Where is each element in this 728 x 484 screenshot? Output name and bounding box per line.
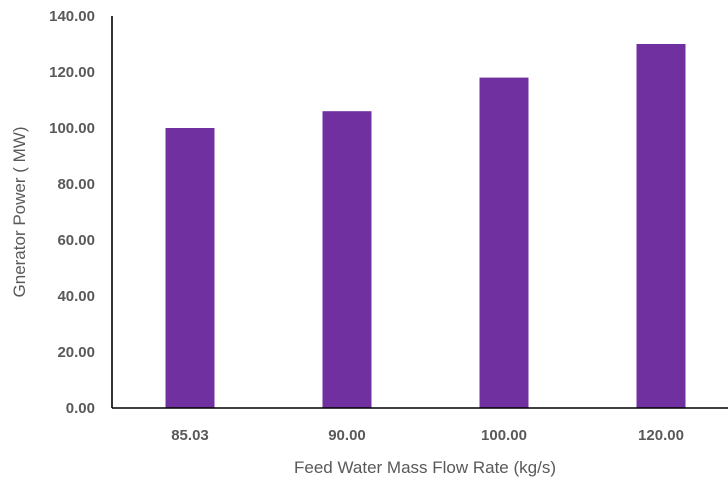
bar-4: [636, 44, 686, 408]
x-tick-label: 120.00: [638, 427, 684, 444]
bar-1: [165, 128, 215, 408]
bar-2: [322, 111, 372, 408]
x-axis-title: Feed Water Mass Flow Rate (kg/s): [294, 458, 556, 477]
bar-series: [165, 44, 686, 408]
y-tick-label: 100.00: [49, 120, 95, 137]
y-tick-label: 80.00: [57, 176, 95, 193]
y-axis-ticks: 0.00 20.00 40.00 60.00 80.00 100.00 120.00 140.…: [49, 8, 95, 417]
y-axis-title: Gnerator Power ( MW): [10, 127, 29, 298]
y-tick-label: 120.00: [49, 64, 95, 81]
y-tick-label: 60.00: [57, 232, 95, 249]
y-tick-label: 140.00: [49, 8, 95, 25]
y-tick-label: 20.00: [57, 344, 95, 361]
x-tick-label: 90.00: [328, 427, 366, 444]
y-tick-label: 0.00: [66, 400, 95, 417]
x-axis-ticks: 85.03 90.00 100.00 120.00: [171, 427, 684, 444]
bar-3: [479, 77, 529, 408]
x-tick-label: 85.03: [171, 427, 209, 444]
x-tick-label: 100.00: [481, 427, 527, 444]
y-tick-label: 40.00: [57, 288, 95, 305]
